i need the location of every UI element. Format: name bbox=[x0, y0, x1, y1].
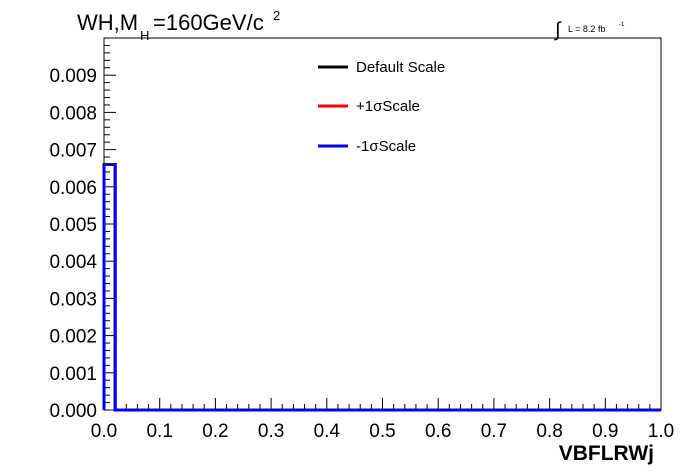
y-tick-label: 0.004 bbox=[49, 252, 97, 273]
legend-entry-plus-1sigma: +1σScale bbox=[318, 98, 420, 115]
legend-entry-minus-1sigma: -1σScale bbox=[318, 138, 416, 155]
y-tick-label: 0.005 bbox=[49, 215, 97, 236]
legend: Default Scale +1σScale -1σScale bbox=[318, 59, 445, 155]
x-tick-label: 0.9 bbox=[592, 421, 618, 442]
luminosity-text: L = 8.2 fb bbox=[568, 24, 605, 34]
title-value: =160GeV/c bbox=[153, 10, 264, 35]
chart-title: WH,M H =160GeV/c 2 bbox=[77, 8, 280, 43]
x-tick-label: 0.3 bbox=[258, 421, 284, 442]
x-tick-label: 0.2 bbox=[202, 421, 228, 442]
x-tick-label: 0.1 bbox=[146, 421, 172, 442]
y-tick-label: 0.008 bbox=[49, 103, 97, 124]
x-tick-label: 0.6 bbox=[425, 421, 451, 442]
legend-label-plus-1sigma: +1σScale bbox=[356, 98, 420, 115]
x-tick-label: 0.8 bbox=[536, 421, 562, 442]
series-layer bbox=[102, 162, 661, 412]
title-superscript: 2 bbox=[273, 8, 280, 23]
y-tick-label: 0.001 bbox=[49, 364, 97, 385]
x-tick-label: 0.5 bbox=[369, 421, 395, 442]
y-tick-label: 0.002 bbox=[49, 327, 97, 348]
x-tick-label: 1.0 bbox=[648, 421, 674, 442]
legend-entry-default: Default Scale bbox=[318, 59, 445, 76]
y-tick-label: 0.009 bbox=[49, 66, 97, 87]
series-2-histogram bbox=[102, 162, 661, 412]
y-tick-label: 0.003 bbox=[49, 289, 97, 310]
title-prefix: WH,M bbox=[77, 10, 138, 35]
x-axis-label: VBFLRWj bbox=[559, 442, 654, 465]
x-tick-label: 0.0 bbox=[91, 421, 117, 442]
y-tick-label: 0.000 bbox=[49, 401, 97, 422]
x-tick-label: 0.7 bbox=[481, 421, 507, 442]
integral-symbol: ∫ bbox=[554, 19, 562, 41]
x-axis: 0.0 0.1 0.2 0.3 0.4 0.5 0.6 0.7 0.8 0.9 1.0 bbox=[91, 398, 674, 442]
legend-label-minus-1sigma: -1σScale bbox=[356, 138, 416, 155]
title-subscript: H bbox=[140, 28, 149, 43]
x-tick-label: 0.4 bbox=[314, 421, 341, 442]
y-tick-label: 0.006 bbox=[49, 178, 97, 199]
luminosity-label: ∫ L = 8.2 fb -1 bbox=[554, 19, 625, 41]
y-tick-label: 0.007 bbox=[49, 141, 97, 162]
luminosity-superscript: -1 bbox=[619, 22, 625, 28]
legend-label-default: Default Scale bbox=[356, 59, 445, 76]
